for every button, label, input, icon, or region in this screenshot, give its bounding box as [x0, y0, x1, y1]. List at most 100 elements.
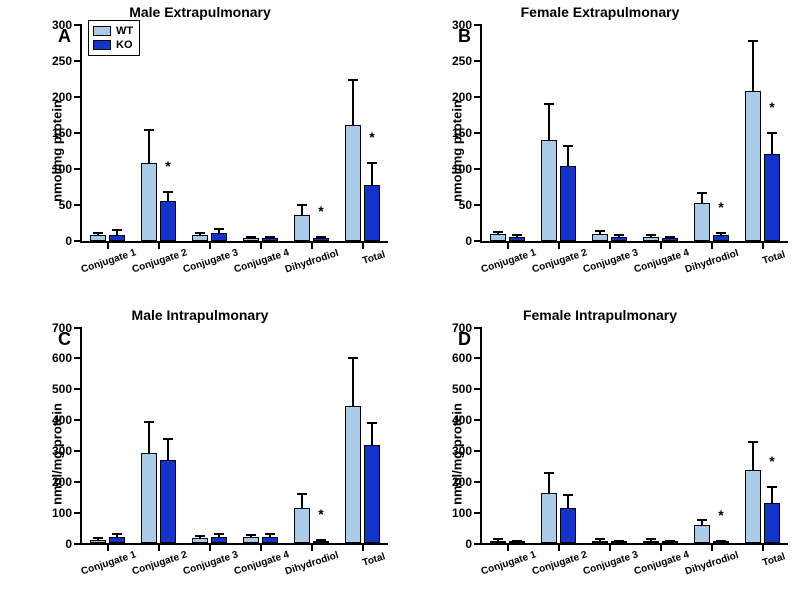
- x-tick: [158, 543, 160, 551]
- ko-bar: [160, 201, 176, 241]
- x-tick: [660, 543, 662, 551]
- x-tick-label: Conjugate 1: [80, 551, 132, 577]
- x-tick: [711, 241, 713, 249]
- wt-bar: [243, 537, 259, 543]
- x-tick: [711, 543, 713, 551]
- error-bar: [301, 494, 303, 508]
- panel-a: WT KO A Male Extrapulmonary nmol/mg prot…: [0, 0, 400, 303]
- ko-bar: [364, 185, 380, 240]
- y-tick-label: 0: [465, 537, 472, 551]
- x-tick: [762, 543, 764, 551]
- y-tick: [474, 357, 482, 359]
- x-tick: [107, 543, 109, 551]
- significance-marker: *: [718, 507, 723, 523]
- wt-bar: [643, 237, 659, 241]
- significance-marker: *: [769, 99, 774, 115]
- x-tick-label: Conjugate 4: [633, 551, 685, 577]
- wt-bar: [345, 406, 361, 543]
- error-bar: [352, 80, 354, 125]
- y-tick-label: 100: [452, 162, 472, 176]
- x-tick-label: Conjugate 2: [131, 249, 183, 275]
- ko-bar: [713, 235, 729, 240]
- y-tick-label: 200: [52, 475, 72, 489]
- x-tick: [507, 241, 509, 249]
- error-cap: [265, 533, 275, 535]
- error-cap: [112, 229, 122, 231]
- panel-letter: B: [458, 26, 471, 47]
- error-cap: [512, 540, 522, 542]
- panel-c: C Male Intrapulmonary nmol/mg protein 01…: [0, 303, 400, 605]
- error-bar: [567, 146, 569, 166]
- y-tick-label: 400: [52, 413, 72, 427]
- error-bar: [167, 439, 169, 461]
- error-cap: [297, 204, 307, 206]
- error-bar: [301, 205, 303, 216]
- x-tick-label: Total: [335, 249, 387, 275]
- y-tick: [474, 60, 482, 62]
- error-bar: [148, 422, 150, 453]
- error-cap: [195, 535, 205, 537]
- y-tick: [74, 357, 82, 359]
- wt-bar: [592, 234, 608, 240]
- wt-bar: [192, 538, 208, 543]
- y-tick: [474, 204, 482, 206]
- y-tick-label: 250: [452, 54, 472, 68]
- x-tick-label: Conjugate 4: [633, 249, 685, 275]
- ko-bar: [262, 537, 278, 543]
- error-cap: [767, 132, 777, 134]
- significance-marker: *: [769, 453, 774, 469]
- y-tick-label: 150: [52, 126, 72, 140]
- error-cap: [214, 228, 224, 230]
- x-tick-label: Conjugate 2: [531, 551, 583, 577]
- x-tick-label: Dihydrodiol: [684, 551, 736, 577]
- error-cap: [716, 232, 726, 234]
- significance-marker: *: [318, 203, 323, 219]
- y-tick: [474, 543, 482, 545]
- error-cap: [297, 493, 307, 495]
- wt-bar: [490, 541, 506, 543]
- wt-bar: [243, 238, 259, 240]
- ko-bar: [662, 238, 678, 240]
- y-tick-label: 0: [65, 537, 72, 551]
- error-bar: [548, 104, 550, 140]
- ko-bar: [764, 154, 780, 240]
- y-tick: [474, 132, 482, 134]
- y-tick: [74, 204, 82, 206]
- error-cap: [112, 533, 122, 535]
- wt-bar: [294, 215, 310, 240]
- x-tick-label: Conjugate 2: [131, 551, 183, 577]
- x-tick: [558, 241, 560, 249]
- x-tick: [609, 543, 611, 551]
- error-cap: [367, 162, 377, 164]
- x-tick: [507, 543, 509, 551]
- wt-bar: [745, 470, 761, 543]
- y-tick-label: 400: [452, 413, 472, 427]
- error-bar: [548, 473, 550, 493]
- y-tick-label: 300: [452, 444, 472, 458]
- x-tick-label: Conjugate 4: [233, 249, 285, 275]
- x-tick-label: Conjugate 3: [582, 551, 634, 577]
- panel-letter: A: [58, 26, 71, 47]
- y-tick-label: 100: [52, 162, 72, 176]
- ko-bar: [313, 238, 329, 240]
- ko-bar: [160, 460, 176, 543]
- error-cap: [563, 494, 573, 496]
- error-bar: [371, 423, 373, 445]
- y-tick: [474, 481, 482, 483]
- x-tick-label: Dihydrodiol: [284, 551, 336, 577]
- x-tick-label: Total: [735, 551, 787, 577]
- y-tick: [474, 419, 482, 421]
- y-tick: [74, 240, 82, 242]
- significance-marker: *: [718, 199, 723, 215]
- plot-area: 050100150200250300Conjugate 1Conjugate 2…: [480, 25, 788, 243]
- y-tick-label: 150: [452, 126, 472, 140]
- wt-bar: [541, 493, 557, 543]
- ko-bar: [109, 537, 125, 543]
- y-tick-label: 500: [452, 382, 472, 396]
- y-tick: [474, 24, 482, 26]
- wt-bar: [141, 163, 157, 241]
- legend-row-ko: KO: [93, 38, 133, 52]
- y-tick: [74, 96, 82, 98]
- error-cap: [246, 534, 256, 536]
- x-tick-label: Conjugate 1: [80, 249, 132, 275]
